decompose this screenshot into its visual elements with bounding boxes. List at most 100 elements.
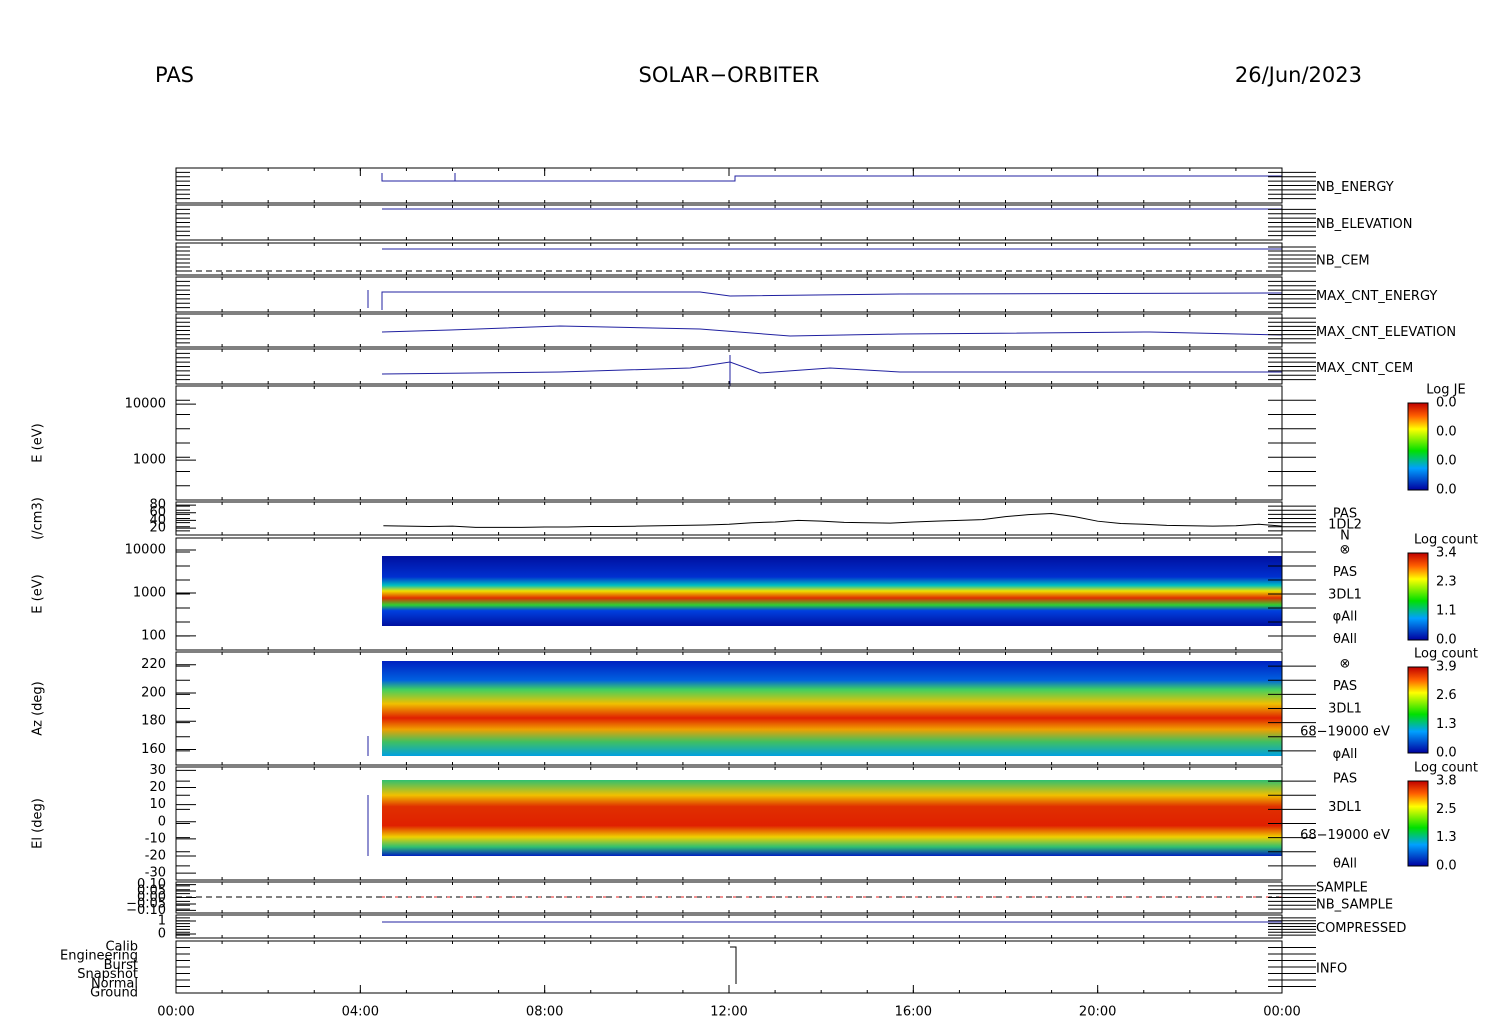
header-center: SOLAR−ORBITER xyxy=(638,63,819,87)
y-tick-label: 10000 xyxy=(125,397,166,412)
colorbar xyxy=(1407,552,1429,641)
y-axis-label: Az (deg) xyxy=(31,681,46,736)
y-tick-label: 0.00 xyxy=(137,890,166,905)
y-tick-label: −0.10 xyxy=(126,903,166,918)
panel-frame xyxy=(175,276,1283,313)
panel-label: SAMPLE xyxy=(1316,881,1368,896)
side-label: PAS xyxy=(1333,507,1357,522)
y-tick-label: -20 xyxy=(145,849,166,864)
side-label: θAll xyxy=(1333,632,1357,647)
x-tick-label: 04:00 xyxy=(342,1005,379,1020)
colorbar-label: 1.3 xyxy=(1436,717,1457,732)
info-trace xyxy=(730,946,737,984)
y-tick-label: 0 xyxy=(158,926,166,941)
spectrogram-azimuth xyxy=(382,661,1282,756)
side-label: 3DL1 xyxy=(1328,702,1362,717)
colorbar-label: 0.0 xyxy=(1436,396,1457,411)
x-tick-label: 00:00 xyxy=(157,1005,194,1020)
y-tick-label: 220 xyxy=(141,657,166,672)
y-tick-label: 1000 xyxy=(133,585,166,600)
category-label: Burst xyxy=(104,958,138,973)
panel-frame xyxy=(175,348,1283,385)
colorbar xyxy=(1407,666,1429,754)
side-label: φAll xyxy=(1333,610,1358,625)
category-label: Calib xyxy=(105,940,138,955)
x-tick-label: 00:00 xyxy=(1263,1005,1300,1020)
panel-label: MAX_CNT_CEM xyxy=(1316,361,1413,376)
panel-label: MAX_CNT_ELEVATION xyxy=(1316,325,1456,340)
category-label: Snapshot xyxy=(77,967,138,982)
side-label: N xyxy=(1340,529,1350,544)
colorbar xyxy=(1407,780,1429,867)
colorbar-label: 3.4 xyxy=(1436,546,1457,561)
x-tick-label: 16:00 xyxy=(895,1005,932,1020)
y-axis-label: (/cm3) xyxy=(31,497,46,540)
colorbar-label: 1.1 xyxy=(1436,604,1457,619)
panel-label: NB_CEM xyxy=(1316,254,1370,269)
colorbar-label: 0.0 xyxy=(1436,746,1457,761)
y-tick-label: 10000 xyxy=(125,542,166,557)
y-tick-label: 160 xyxy=(141,742,166,757)
side-label: 3DL1 xyxy=(1328,587,1362,602)
colorbar-label: 2.3 xyxy=(1436,575,1457,590)
colorbar-title: Log count xyxy=(1414,761,1478,776)
y-tick-label: -30 xyxy=(145,866,166,881)
colorbar-title: Log count xyxy=(1414,533,1478,548)
category-label: Normal xyxy=(91,976,138,991)
x-tick-label: 08:00 xyxy=(526,1005,563,1020)
y-tick-label: 100 xyxy=(141,628,166,643)
y-axis-label: El (deg) xyxy=(31,798,46,849)
panel-frame xyxy=(175,501,1283,536)
panel-frame xyxy=(175,313,1283,348)
side-label: PAS xyxy=(1333,772,1357,787)
y-tick-label: 180 xyxy=(141,714,166,729)
y-tick-label: 0.05 xyxy=(137,884,166,899)
panel-label: COMPRESSED xyxy=(1316,921,1406,936)
y-tick-label: 0.10 xyxy=(137,877,166,892)
panel-label: NB_ELEVATION xyxy=(1316,217,1413,232)
y-axis-label: E (eV) xyxy=(31,423,46,462)
panel-frame xyxy=(175,914,1283,939)
header-right: 26/Jun/2023 xyxy=(1235,63,1362,87)
colorbar-label: 0.0 xyxy=(1436,483,1457,498)
side-label: 3DL1 xyxy=(1328,800,1362,815)
y-tick-label: 20 xyxy=(149,780,166,795)
panel-frame xyxy=(175,385,1283,501)
side-label: PAS xyxy=(1333,565,1357,580)
x-tick-label: 20:00 xyxy=(1079,1005,1116,1020)
colorbar xyxy=(1407,402,1429,491)
colorbar-label: 0.0 xyxy=(1436,859,1457,874)
header-left: PAS xyxy=(155,63,194,87)
colorbar-label: 3.8 xyxy=(1436,774,1457,789)
side-label: φAll xyxy=(1333,747,1358,762)
category-label: Engineering xyxy=(60,949,138,964)
side-label: ⊗ xyxy=(1340,657,1351,672)
side-label: ⊗ xyxy=(1340,543,1351,558)
housekeeping-traces xyxy=(367,173,1283,856)
side-label: 1DL2 xyxy=(1328,518,1362,533)
y-tick-label: 10 xyxy=(149,797,166,812)
y-tick-label: 0 xyxy=(158,814,166,829)
y-tick-label: 1 xyxy=(158,913,166,928)
colorbar-label: 2.6 xyxy=(1436,688,1457,703)
side-label: θAll xyxy=(1333,856,1357,871)
spectrogram-elevation xyxy=(382,780,1282,856)
panel-label: MAX_CNT_ENERGY xyxy=(1316,289,1437,304)
colorbar-label: 3.9 xyxy=(1436,660,1457,675)
panel-frame xyxy=(175,242,1283,276)
side-label: PAS xyxy=(1333,679,1357,694)
side-label: 68−19000 eV xyxy=(1300,828,1390,843)
spectrogram-energy xyxy=(382,556,1282,626)
panel-label: INFO xyxy=(1316,962,1347,977)
y-tick-label: 80 xyxy=(149,498,166,513)
colorbar-label: 0.0 xyxy=(1436,425,1457,440)
y-tick-label: 1000 xyxy=(133,453,166,468)
panel-frame xyxy=(175,204,1283,241)
panel-label: NB_SAMPLE xyxy=(1316,898,1393,913)
y-tick-label: -10 xyxy=(145,831,166,846)
side-label: 68−19000 eV xyxy=(1300,724,1390,739)
colorbar-label: 2.5 xyxy=(1436,802,1457,817)
x-tick-label: 12:00 xyxy=(710,1005,747,1020)
y-tick-label: −0.05 xyxy=(126,896,166,911)
y-tick-label: 200 xyxy=(141,685,166,700)
